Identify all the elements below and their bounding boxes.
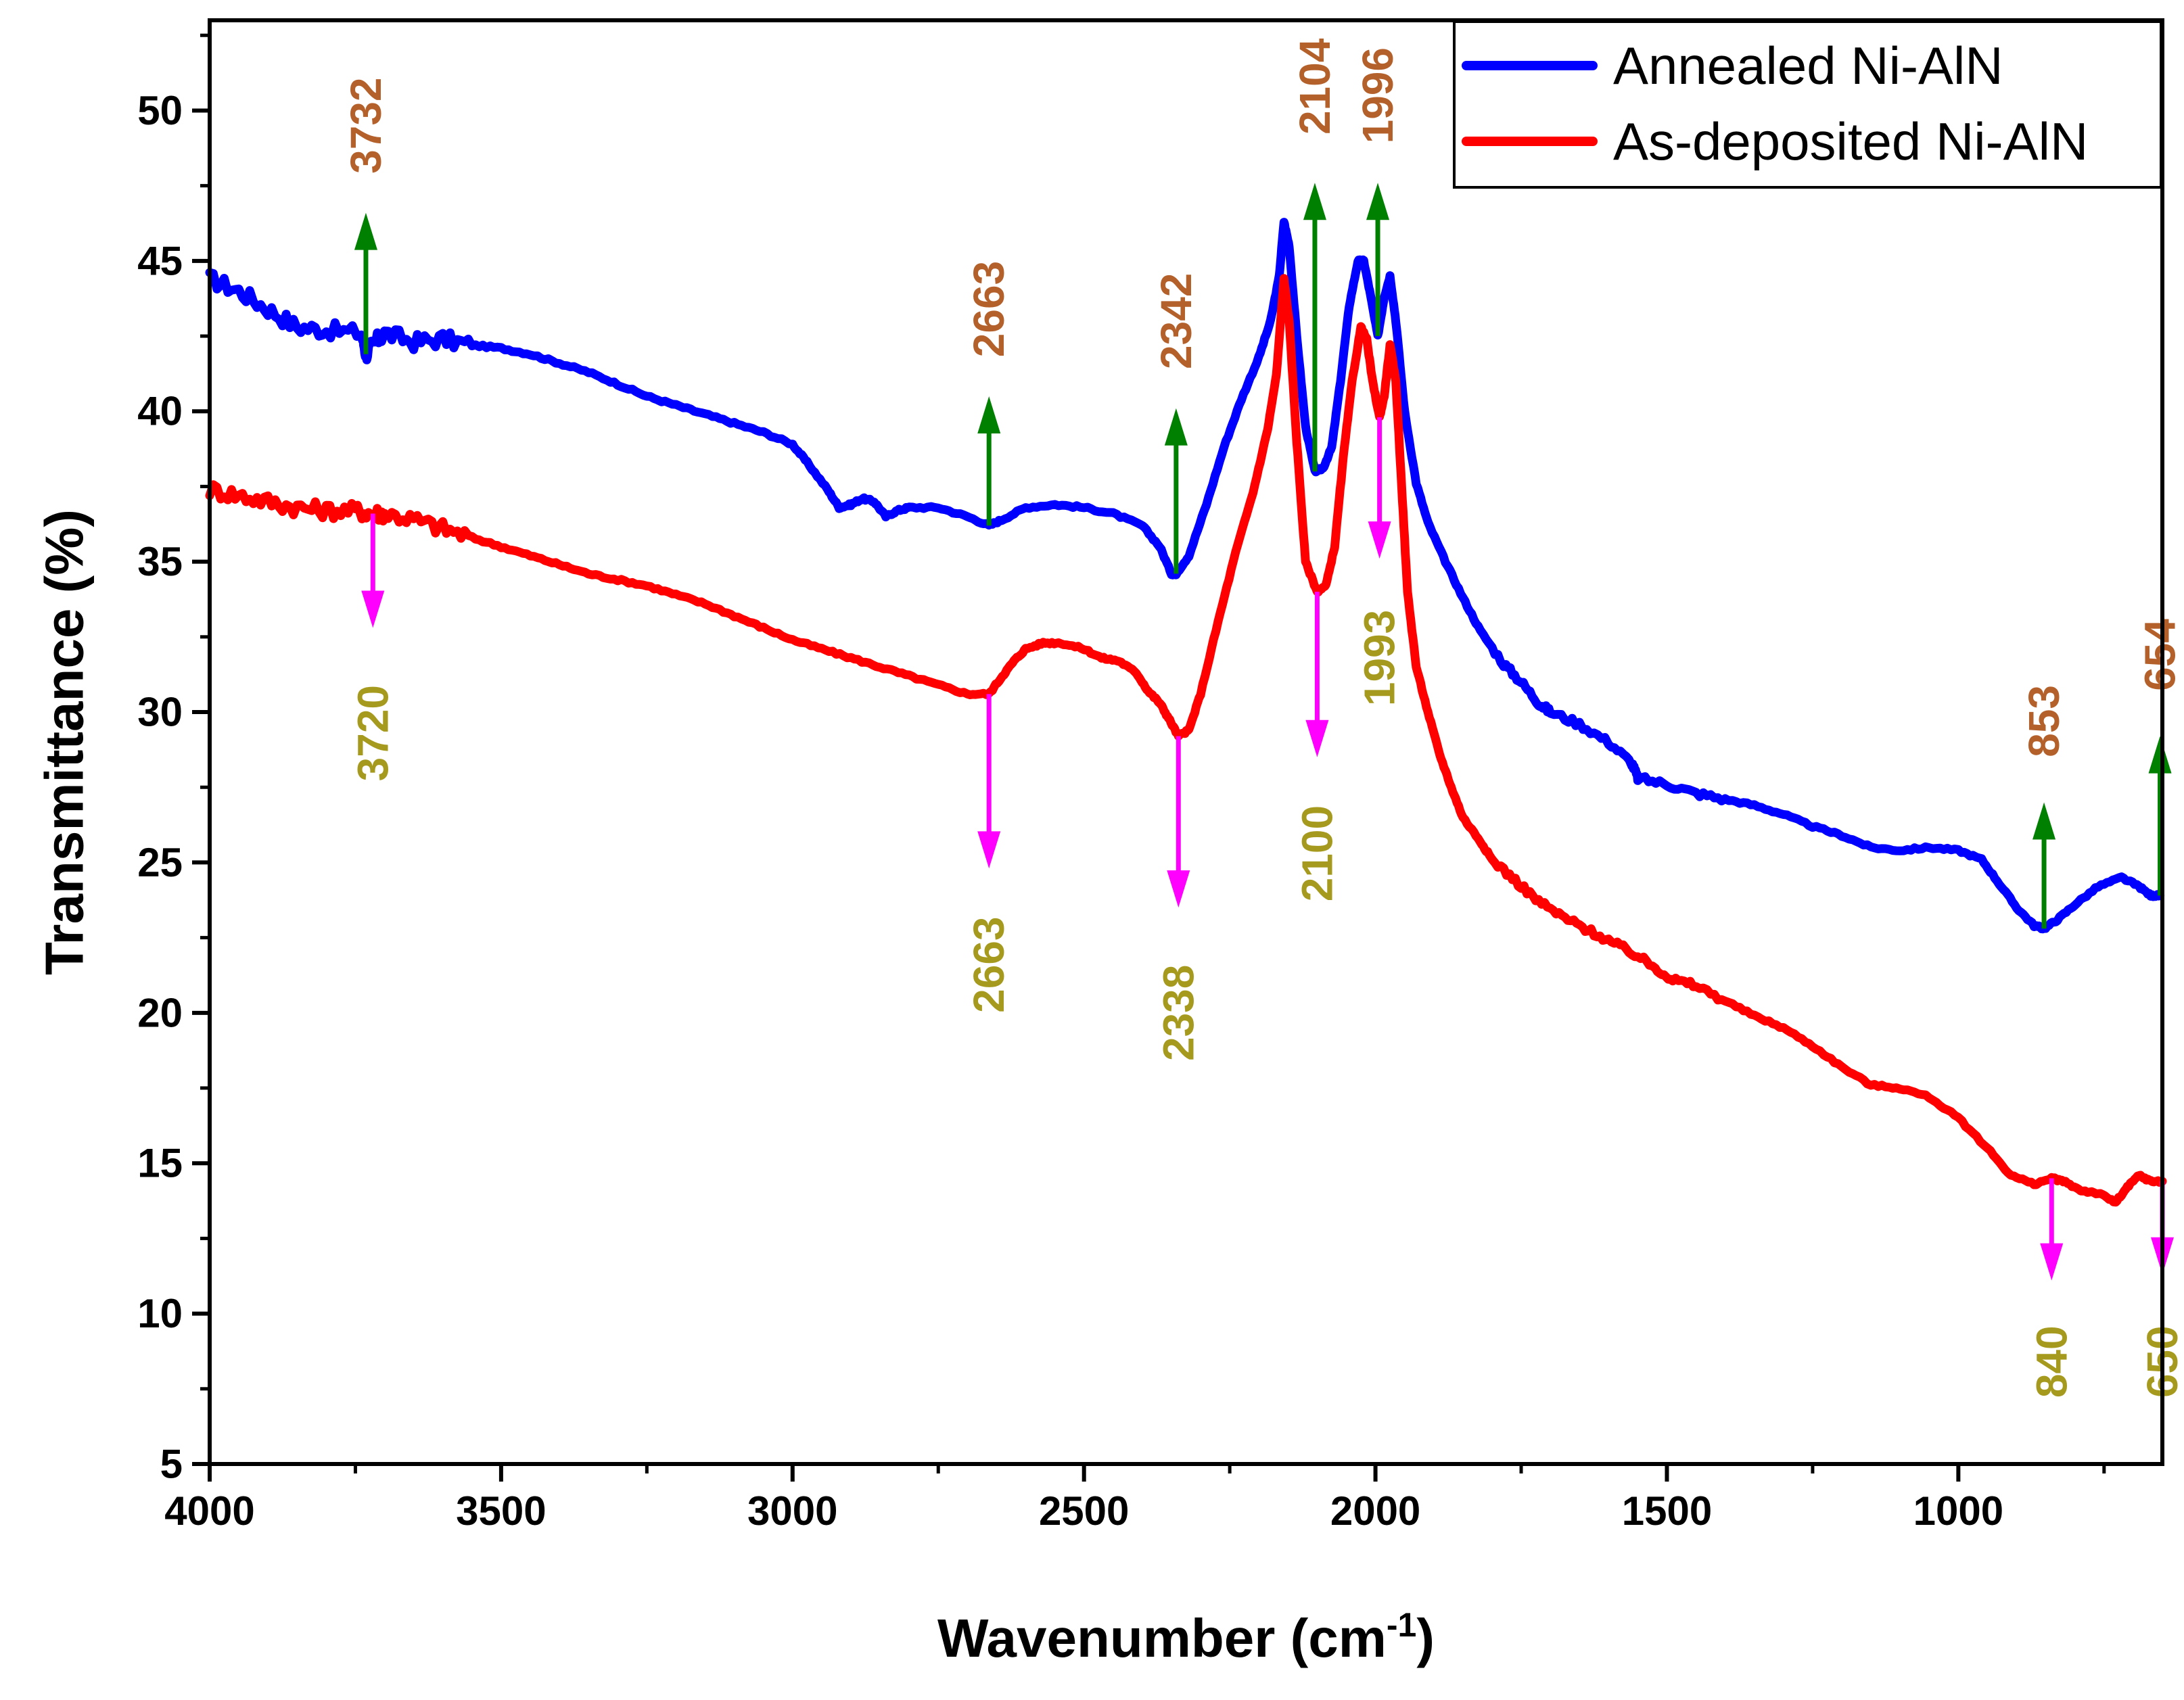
annotation-up-2104: 2104	[1291, 38, 1339, 472]
series-line-as-deposited	[205, 274, 2167, 1207]
annotation-down-2338: 2338	[1154, 736, 1203, 1061]
annotation-label: 2663	[965, 261, 1013, 357]
annotation-label: 1996	[1353, 47, 1402, 143]
annotation-arrow-head	[361, 590, 385, 628]
legend: Annealed Ni-AlN As-deposited Ni-AlN	[1453, 20, 2162, 189]
annotation-label: 2100	[1293, 805, 1341, 901]
annotation-arrow-head	[977, 831, 1001, 869]
annotation-label: 2338	[1154, 965, 1203, 1061]
annotation-arrow-head	[2032, 802, 2056, 840]
y-tick-label: 45	[137, 238, 183, 283]
annotation-arrow-head	[1164, 408, 1188, 446]
annotation-layer: 3732 2663 2342 2104 1996 853 654 3720 2663 2338 21…	[342, 38, 2184, 1398]
annotation-label: 853	[2020, 685, 2068, 757]
x-axis-title-main: Wavenumber (cm	[937, 1608, 1387, 1668]
x-tick-label: 2000	[1330, 1488, 1420, 1534]
annotation-up-853: 853	[2020, 685, 2068, 929]
x-axis-title: Wavenumber (cm-1)	[937, 1606, 1435, 1668]
y-tick-label: 40	[137, 389, 183, 434]
annotation-arrow-head	[1167, 870, 1190, 908]
annotation-arrow-head	[2148, 736, 2172, 774]
annotation-label: 840	[2027, 1325, 2076, 1398]
annotation-up-2663: 2663	[965, 261, 1013, 526]
x-tick-label: 1000	[1913, 1488, 2003, 1534]
x-axis-title-superscript: -1	[1387, 1606, 1416, 1644]
y-tick-label: 35	[137, 539, 183, 584]
annotation-label: 2663	[965, 916, 1013, 1012]
y-tick-label: 30	[137, 690, 183, 735]
x-tick-label: 2500	[1039, 1488, 1129, 1534]
annotation-arrow-head	[354, 212, 377, 250]
axis-layer: 4000 3500 3000 2500 2000 1500 1000 5 10 15 20 25 30 3…	[137, 33, 2106, 1534]
annotation-arrow-head	[1366, 183, 1390, 220]
legend-box	[1453, 20, 2162, 189]
annotation-label: 1993	[1355, 610, 1404, 706]
annotation-up-3732: 3732	[342, 77, 390, 354]
annotation-label: 2104	[1291, 38, 1339, 135]
y-tick-label: 15	[137, 1141, 183, 1186]
series-layer	[205, 218, 2167, 1207]
y-tick-label: 25	[137, 840, 183, 885]
annotation-arrow-head	[1305, 719, 1329, 757]
x-tick-label: 3000	[747, 1488, 837, 1534]
annotation-up-1996: 1996	[1353, 47, 1402, 337]
annotation-arrow-head	[2040, 1243, 2064, 1281]
annotation-down-3720: 3720	[348, 513, 397, 781]
x-axis-title-suffix: )	[1416, 1608, 1435, 1668]
x-tick-label: 3500	[456, 1488, 546, 1534]
legend-label: As-deposited Ni-AlN	[1613, 112, 2088, 171]
annotation-label: 654	[2136, 619, 2184, 691]
y-tick-label: 5	[160, 1442, 183, 1487]
x-tick-label: 1500	[1622, 1488, 1712, 1534]
x-tick-label: 4000	[164, 1488, 254, 1534]
annotation-label: 3720	[348, 685, 397, 781]
y-axis-title: Transmittance (%)	[34, 509, 95, 975]
annotation-label: 2342	[1152, 273, 1201, 369]
annotation-up-654: 654	[2136, 619, 2184, 896]
plot-frame	[208, 18, 2164, 1466]
annotation-arrow-head	[977, 396, 1001, 433]
annotation-arrow-head	[1303, 183, 1326, 220]
series-line-annealed	[205, 218, 2165, 934]
legend-label: Annealed Ni-AlN	[1613, 36, 2003, 95]
annotation-up-2342: 2342	[1152, 273, 1201, 574]
annotation-arrow-head	[1368, 521, 1391, 559]
annotation-down-2663: 2663	[965, 694, 1013, 1013]
y-tick-label: 10	[137, 1291, 183, 1336]
annotation-down-2100: 2100	[1293, 592, 1341, 901]
y-tick-label: 20	[137, 990, 183, 1035]
annotation-down-1993: 1993	[1355, 417, 1404, 706]
annotation-label: 3732	[342, 77, 390, 173]
annotation-down-840: 840	[2027, 1178, 2076, 1398]
y-tick-label: 50	[137, 88, 183, 133]
